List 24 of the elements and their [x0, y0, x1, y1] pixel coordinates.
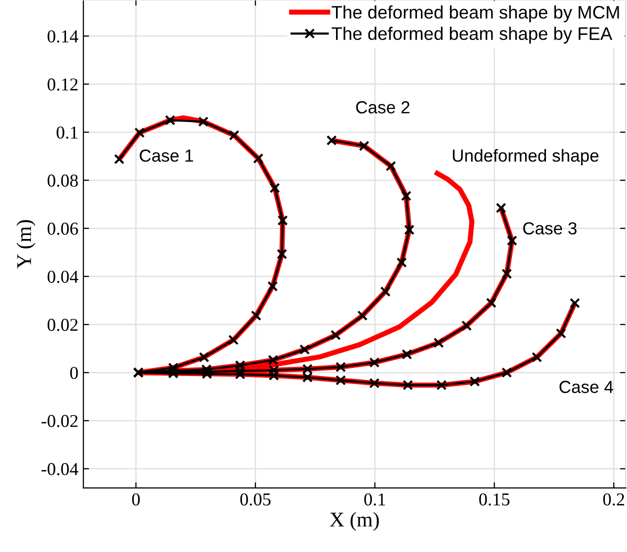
x-axis-title: X (m)	[330, 512, 379, 531]
y-axis-title: Y (m)	[16, 220, 36, 269]
y-tick-label: 0.04	[48, 270, 78, 283]
annotation: Case 2	[356, 101, 410, 114]
y-tick-label: 0.02	[48, 318, 78, 332]
annotation: Case 4	[560, 380, 614, 394]
y-tick-label: 0.08	[48, 174, 78, 187]
x-tick-label: 0.15	[479, 493, 510, 506]
y-tick-label: 0.12	[48, 78, 78, 91]
annotation: Case 3	[523, 222, 577, 234]
y-tick-label: 0	[70, 366, 78, 380]
y-tick-label: 0.14	[48, 30, 78, 43]
x-tick-label: 0.05	[240, 493, 271, 506]
y-tick-label: -0.02	[42, 414, 78, 428]
y-tick-label: -0.04	[42, 462, 78, 476]
x-tick-label: 0.1	[364, 493, 386, 506]
x-tick-label: 0.2	[603, 493, 624, 506]
y-tick-label: 0.1	[56, 126, 78, 139]
legend-label: The deformed beam shape by FEA	[332, 26, 612, 44]
legend-label: The deformed beam shape by MCM	[332, 5, 619, 22]
y-tick-label: 0.06	[48, 222, 78, 235]
x-tick-label: 0	[132, 493, 140, 506]
annotation: Undeformed shape	[452, 149, 598, 166]
annotation: Case 1	[140, 149, 194, 162]
